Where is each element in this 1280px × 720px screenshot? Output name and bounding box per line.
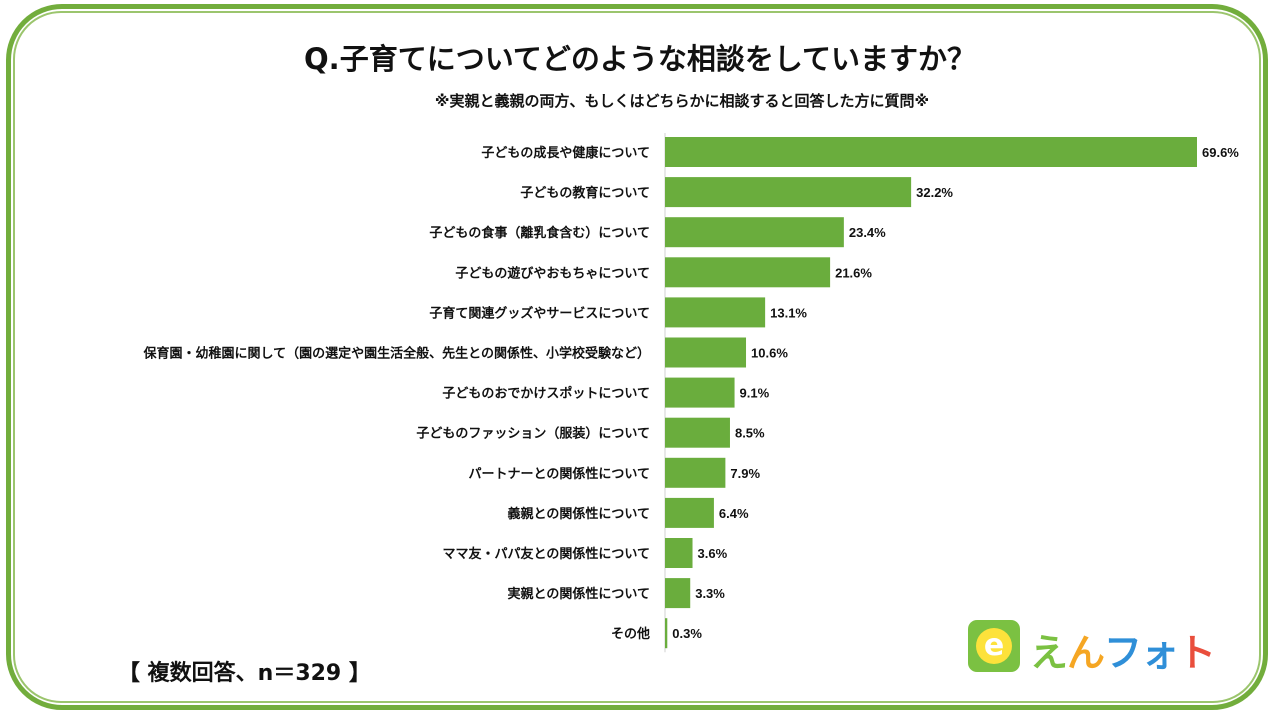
- data-label: 0.3%: [672, 626, 702, 641]
- bar: [665, 538, 693, 568]
- data-label: 8.5%: [735, 426, 765, 441]
- logo-badge-icon: e: [968, 620, 1020, 672]
- data-label: 6.4%: [719, 506, 749, 521]
- data-label: 7.9%: [730, 466, 760, 481]
- category-label: 実親との関係性について: [508, 586, 650, 602]
- data-label: 3.6%: [698, 546, 728, 561]
- bar: [665, 137, 1197, 167]
- bar: [665, 217, 844, 248]
- data-label: 10.6%: [751, 346, 788, 361]
- enphoto-logo: e えんフォト: [968, 620, 1216, 675]
- category-label: ママ友・パパ友との関係性について: [443, 546, 650, 562]
- response-note: 【 複数回答、n＝329 】: [118, 661, 371, 686]
- bar: [665, 297, 766, 328]
- category-label: その他: [611, 626, 650, 642]
- logo-char-4: ト: [1178, 631, 1216, 675]
- category-label: パートナーとの関係性について: [469, 466, 650, 482]
- logo-text: えんフォト: [1030, 622, 1216, 677]
- category-label: 子どもの成長や健康について: [481, 145, 650, 161]
- bar: [665, 417, 730, 448]
- data-label: 23.4%: [849, 225, 886, 240]
- logo-char-1: え: [1030, 631, 1068, 675]
- category-label: 子育て関連グッズやサービスについて: [429, 305, 650, 321]
- bar: [665, 497, 714, 528]
- category-label: 子どものおでかけスポットについて: [442, 386, 650, 402]
- chart-title: Q.子育てについてどのような相談をしていますか？: [304, 42, 976, 76]
- logo-badge-letter: e: [976, 628, 1012, 664]
- category-label: 子どもの教育について: [520, 185, 650, 201]
- category-label: 保育園・幼稚園に関して（園の選定や園生活全般、先生との関係性、小学校受験など）: [143, 346, 650, 362]
- data-label: 9.1%: [740, 386, 770, 401]
- bar: [665, 618, 668, 649]
- data-label: 32.2%: [916, 185, 953, 200]
- category-label: 子どもの食事（離乳食含む）について: [429, 225, 650, 241]
- bar: [665, 177, 912, 208]
- chart-subtitle: ※実親と義親の両方、もしくはどちらかに相談すると回答した方に質問※: [434, 92, 930, 110]
- logo-char-3: フォ: [1104, 631, 1179, 675]
- bar: [665, 377, 735, 408]
- bar: [665, 337, 747, 368]
- category-label: 義親との関係性について: [508, 506, 650, 522]
- outer-frame: [6, 4, 1268, 710]
- bar: [665, 457, 726, 488]
- data-label: 69.6%: [1202, 145, 1239, 160]
- category-label: 子どものファッション（服装）について: [416, 426, 650, 442]
- bar: [665, 257, 831, 288]
- inner-frame: [13, 11, 1261, 703]
- bar: [665, 578, 691, 609]
- data-label: 13.1%: [770, 305, 807, 320]
- logo-char-2: ん: [1067, 631, 1105, 675]
- category-label: 子どもの遊びやおもちゃについて: [455, 265, 650, 281]
- data-label: 21.6%: [835, 265, 872, 280]
- data-label: 3.3%: [695, 586, 725, 601]
